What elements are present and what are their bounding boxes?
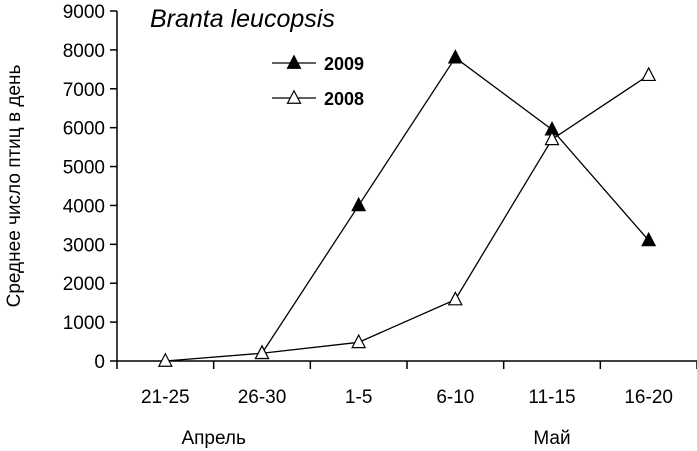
x-tick-label: 21-25 [141,387,190,408]
data-point-2008 [254,344,270,360]
data-point-2009 [351,196,367,212]
y-tick-label: 4000 [63,196,105,217]
data-point-2008 [641,66,657,82]
data-point-2008 [544,130,560,146]
x-tick-label: 1-5 [345,387,372,408]
data-point-2009 [447,49,463,64]
data-point-2009 [641,231,657,247]
legend-label: 2009 [324,54,364,74]
x-tick-label: 6-10 [436,387,474,408]
legend-marker [286,54,302,69]
legend-label: 2008 [324,89,364,109]
x-tick-label: 11-15 [528,387,575,408]
series-group [157,49,657,367]
x-tick-label: 26-30 [238,387,287,408]
month-label: Май [533,428,570,449]
data-point-2008 [447,290,463,306]
series-line-2009 [261,56,650,354]
chart-title: Branta leucopsis [150,5,335,33]
y-tick-label: 0 [94,352,105,373]
legend-marker [286,89,302,104]
axes [116,11,697,362]
y-tick-label: 5000 [63,158,105,179]
y-tick-label: 2000 [63,274,105,295]
data-point-2008 [351,333,367,349]
y-tick-label: 1000 [63,313,105,334]
y-axis-label: Среднее число птиц в день [4,65,25,308]
y-tick-label: 9000 [63,2,105,23]
y-axis-ticks: 0 1000 2000 3000 4000 5000 6000 7000 8000 9000 [63,2,117,373]
month-label: Апрель [181,428,246,449]
month-labels: Апрель Май [181,428,570,449]
y-tick-label: 6000 [63,119,105,140]
y-tick-label: 3000 [63,235,105,256]
series-line-2008 [165,74,650,362]
x-tick-label: 16-20 [624,387,673,408]
y-tick-label: 7000 [63,80,105,101]
y-tick-label: 8000 [63,41,105,62]
legend: 2009 2008 [272,54,364,109]
x-axis-ticks: 21-25 26-30 1-5 6-10 11-15 16-20 [116,361,697,408]
data-point-2008 [157,352,173,367]
